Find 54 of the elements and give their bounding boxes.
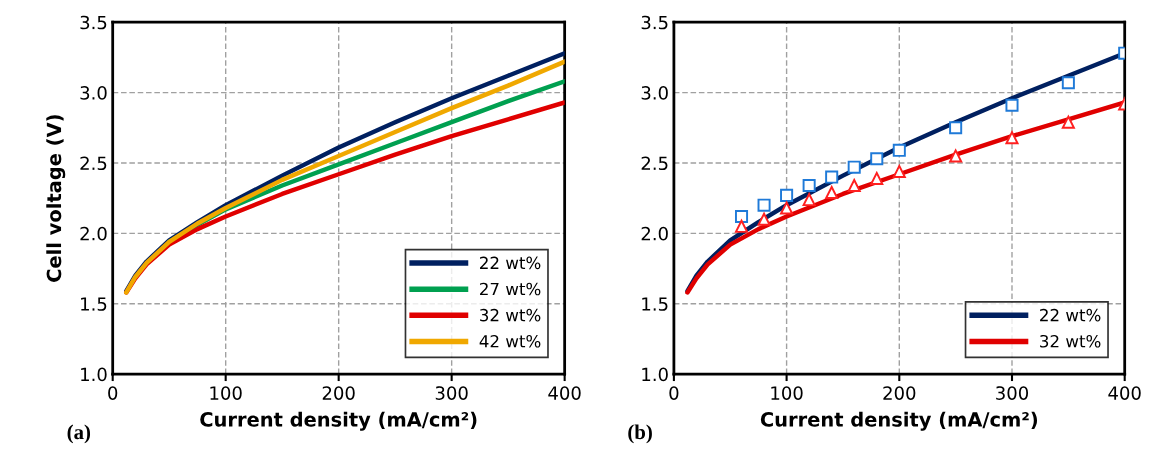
legend-label: 27 wt% [480, 282, 541, 296]
point [1061, 115, 1075, 129]
y-tick-label: 3.0 [641, 86, 668, 100]
y-tick-label: 1.5 [642, 297, 668, 311]
point [892, 143, 906, 157]
point [847, 178, 861, 193]
point [870, 171, 884, 185]
legend-label: 22 wt% [480, 256, 541, 270]
point [802, 193, 816, 207]
point [949, 121, 963, 135]
x-tick-label: 200 [883, 386, 916, 400]
x-tick-label: 0 [669, 386, 679, 400]
point [757, 198, 771, 212]
y-tick-label: 3.5 [641, 15, 668, 30]
legend-label: 42 wt% [479, 334, 541, 348]
x-tick-label: 300 [435, 386, 468, 400]
y-tick-label: 3.0 [80, 86, 107, 100]
y-tick-label: 2.0 [80, 226, 107, 241]
x-tick-label: 0 [108, 386, 118, 400]
legend-label: 32 wt% [480, 308, 541, 322]
x-tick-label: 100 [771, 386, 803, 400]
text: (a) [67, 424, 91, 444]
text: (b) [628, 424, 652, 444]
x-axis-title: Current density (mA/cm²) [200, 411, 477, 431]
point [780, 201, 794, 215]
y-tick-label: 2.5 [641, 156, 668, 171]
x-axis-title: Current density (mA/cm²) [760, 411, 1038, 431]
x-tick-label: 100 [210, 386, 242, 400]
x-tick-label: 400 [1108, 386, 1141, 400]
point [1061, 76, 1075, 90]
point [1005, 131, 1019, 145]
point [825, 186, 839, 200]
point [870, 152, 884, 166]
legend-label: 22 wt% [1040, 308, 1101, 322]
y-tick-label: 1.0 [81, 367, 107, 382]
y-tick-label: 1.5 [81, 297, 107, 311]
y-tick-label: 2.5 [80, 156, 107, 171]
point [802, 178, 816, 193]
x-tick-label: 300 [996, 386, 1029, 400]
y-tick-label: 3.5 [80, 15, 107, 30]
point [825, 170, 839, 184]
y-axis-title: Cell voltage (V) [46, 115, 66, 282]
point [1005, 98, 1019, 112]
point [757, 212, 771, 226]
point [780, 188, 794, 202]
x-tick-label: 400 [548, 386, 581, 400]
y-tick-label: 1.0 [642, 367, 668, 382]
point [892, 164, 906, 178]
point [734, 219, 749, 233]
y-tick-label: 2.0 [641, 226, 668, 241]
point [847, 160, 861, 174]
point [949, 149, 963, 163]
legend-label: 32 wt% [1040, 334, 1101, 348]
x-tick-label: 200 [322, 386, 355, 400]
